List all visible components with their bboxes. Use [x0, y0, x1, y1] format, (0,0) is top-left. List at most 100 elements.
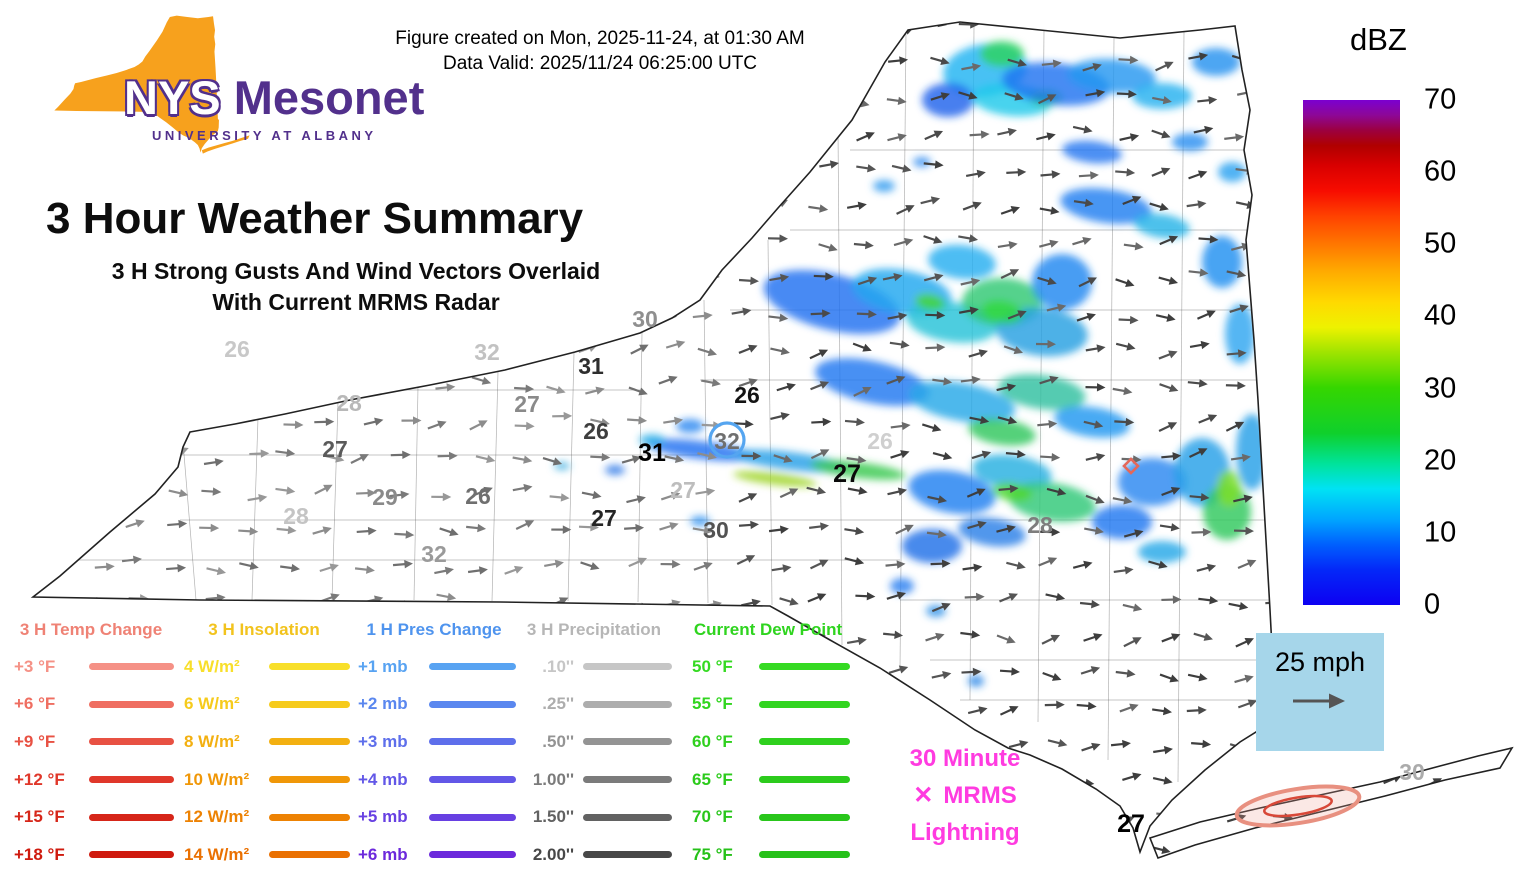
wind-arrow	[93, 519, 113, 529]
wind-arrow	[730, 128, 751, 138]
wind-arrow	[971, 450, 992, 460]
wind-arrow	[11, 233, 32, 243]
legend-row: +3 °F	[8, 648, 174, 686]
wind-arrow	[545, 22, 566, 26]
legend-row-swatch	[429, 738, 516, 746]
wind-arrow	[512, 483, 533, 493]
wind-arrow	[1193, 125, 1214, 135]
wind-arrow	[580, 561, 600, 571]
wind-arrow	[1225, 421, 1245, 432]
legend-row: +6 mb	[352, 836, 516, 874]
wind-arrow	[1007, 58, 1027, 67]
wind-arrow	[1233, 494, 1253, 503]
radar-echo	[690, 516, 710, 526]
radar-echo	[913, 157, 931, 167]
station-value: 28	[1027, 512, 1053, 538]
legend-row-label: 10 W/m²	[184, 769, 250, 789]
legend-row-label: +1 mb	[358, 656, 408, 676]
radar-echo	[1203, 484, 1251, 540]
wind-arrow	[1456, 22, 1477, 30]
wind-arrow	[1271, 133, 1292, 142]
legend-row-swatch	[429, 700, 516, 708]
wind-arrow	[356, 526, 377, 536]
wind-arrow	[960, 375, 981, 385]
wind-arrow	[1115, 669, 1136, 678]
wind-arrow	[889, 340, 910, 349]
subtitle-line-1: 3 H Strong Gusts And Wind Vectors Overla…	[111, 258, 601, 284]
wind-arrow	[167, 519, 188, 529]
wind-arrow	[623, 162, 643, 172]
legend-row: +9 °F	[8, 723, 174, 761]
wind-arrow	[1158, 350, 1178, 360]
wind-arrow	[698, 232, 719, 241]
wind-arrow	[1268, 170, 1289, 179]
wind-arrow	[1197, 310, 1216, 320]
wind-arrow	[627, 416, 648, 425]
wind-arrow	[552, 411, 573, 421]
legend-row-label: +18 °F	[14, 844, 65, 864]
wind-arrow	[206, 566, 227, 576]
legend-row-label: 70 °F	[692, 807, 733, 827]
wind-arrow	[999, 667, 1020, 676]
wind-arrow	[1152, 706, 1172, 716]
wind-arrow	[239, 561, 259, 570]
wind-arrow	[1036, 132, 1056, 141]
legend-row: .10''	[516, 648, 672, 686]
wind-arrow	[590, 418, 610, 427]
wind-arrow	[853, 240, 874, 250]
legend-row-swatch	[583, 700, 672, 708]
wind-arrow	[1418, 818, 1439, 828]
radar-echo	[1172, 133, 1208, 151]
wind-arrow	[932, 451, 953, 461]
wind-arrow	[1461, 57, 1482, 66]
figure-created-text: Figure created on Mon, 2025-11-24, at 01…	[395, 28, 805, 49]
station-value: 32	[714, 428, 740, 454]
wind-arrow	[856, 164, 877, 173]
wind-arrow	[1420, 743, 1441, 753]
wind-arrow	[779, 488, 799, 499]
wind-arrow	[996, 524, 1016, 533]
wind-arrow	[1159, 235, 1179, 246]
wind-arrow	[86, 491, 107, 500]
wind-arrow	[895, 524, 914, 535]
wind-arrow	[626, 495, 646, 504]
wind-arrow	[967, 520, 987, 530]
legend-row: 65 °F	[686, 761, 850, 799]
legend-row: .25''	[516, 686, 672, 724]
wind-arrow	[1082, 63, 1102, 72]
wind-arrow	[389, 490, 410, 499]
wind-arrow	[1383, 742, 1402, 753]
wind-arrow	[1491, 673, 1512, 682]
wind-arrow	[209, 415, 230, 424]
radar-echo	[1132, 83, 1192, 109]
wind-arrow	[49, 416, 70, 425]
wind-arrow	[741, 598, 761, 607]
wind-arrow	[1110, 739, 1131, 749]
radar-echo	[1092, 505, 1152, 539]
wind-arrow	[1198, 414, 1218, 424]
wind-arrow	[1498, 809, 1512, 818]
wind-arrow	[999, 593, 1018, 603]
wind-arrow	[856, 309, 877, 319]
legend-column-5: Current Dew Point 50 °F 55 °F 60 °F 65 °F 70 …	[686, 618, 850, 874]
wind-arrow	[134, 378, 154, 389]
radar-echo	[1192, 48, 1240, 76]
wind-arrow	[886, 591, 907, 600]
wind-arrow	[1085, 847, 1105, 857]
legend-row: 1.00''	[516, 761, 672, 799]
wind-arrow	[1000, 269, 1020, 280]
wind-arrow	[958, 234, 979, 243]
wind-arrow	[512, 455, 533, 464]
wind-arrow	[1497, 54, 1512, 64]
wind-arrow	[1342, 856, 1362, 858]
radar-echo	[890, 578, 914, 594]
wind-arrow	[1152, 776, 1173, 785]
wind-arrow	[203, 377, 224, 387]
wind-arrow	[1046, 303, 1067, 312]
wind-arrow	[810, 559, 829, 570]
wind-arrow	[1003, 345, 1024, 355]
wind-arrow	[205, 593, 226, 603]
wind-arrow	[1122, 772, 1142, 781]
wind-arrow	[961, 667, 982, 677]
wind-arrow	[853, 387, 872, 397]
